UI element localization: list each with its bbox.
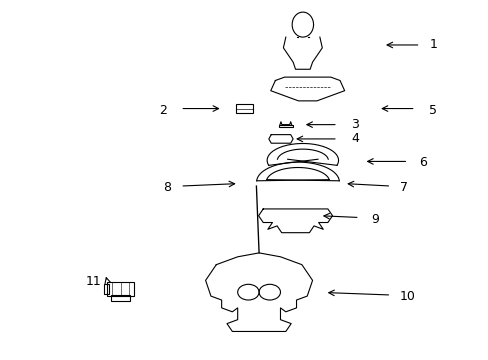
Text: 7: 7 [399, 181, 407, 194]
Bar [278, 125, 292, 127]
Bar [111, 295, 130, 301]
Bar [107, 282, 134, 296]
Text: 6: 6 [419, 156, 427, 168]
Text: 1: 1 [428, 38, 436, 51]
Text: 3: 3 [351, 118, 359, 131]
Text: 11: 11 [86, 275, 102, 288]
Text: 2: 2 [159, 104, 166, 117]
Bar [104, 284, 108, 294]
Text: 10: 10 [399, 289, 415, 303]
Text: 5: 5 [428, 104, 436, 117]
Text: 8: 8 [163, 181, 171, 194]
Bar [235, 104, 253, 113]
Text: 4: 4 [351, 132, 359, 145]
Text: 9: 9 [370, 213, 378, 226]
